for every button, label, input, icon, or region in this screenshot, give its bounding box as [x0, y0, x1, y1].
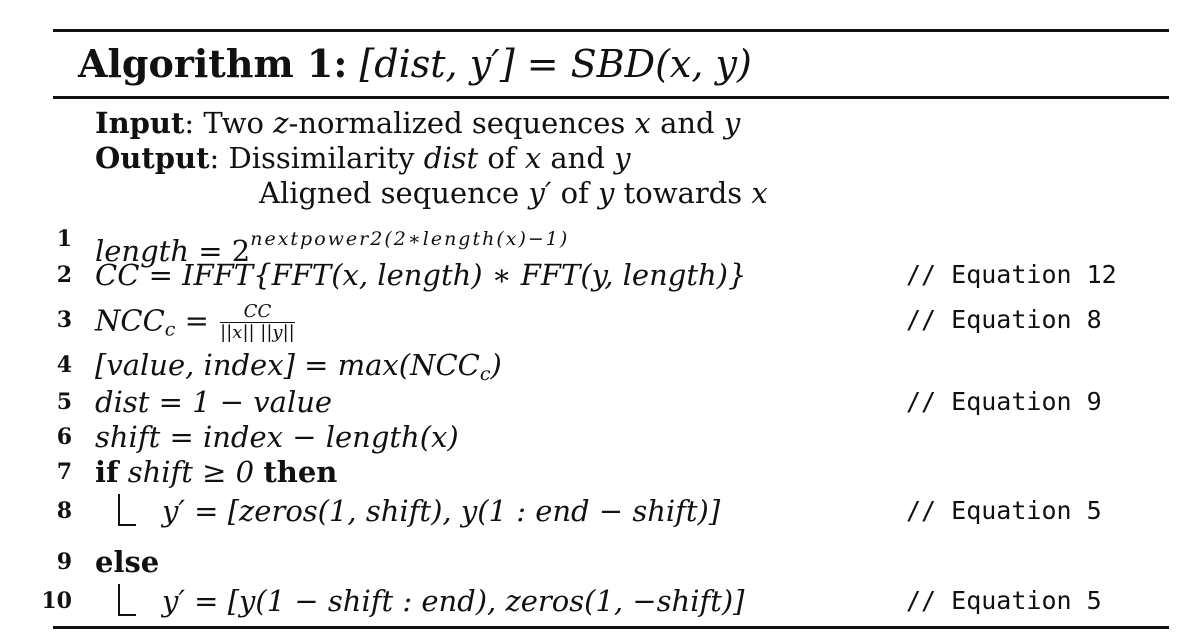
algo-line-9: else	[95, 545, 160, 579]
block-bracket	[118, 584, 136, 616]
output-line-2: Aligned sequence y′ of y towards x	[259, 176, 768, 210]
line-number: 6	[56, 424, 72, 450]
comment: // Equation 5	[906, 496, 1102, 525]
algo-line-4: [value, index] = max(NCCc)	[95, 348, 502, 385]
algo-line-5: dist = 1 − value	[95, 385, 333, 419]
algorithm-outputs: [dist, y′]	[359, 42, 515, 86]
comment: // Equation 5	[906, 586, 1102, 615]
top-rule	[53, 29, 1169, 32]
output-line: Output: Dissimilarity dist of x and y	[95, 141, 631, 175]
algo-line-10: y′ = [y(1 − shift : end), zeros(1, −shif…	[162, 584, 745, 618]
line-number: 10	[41, 588, 72, 614]
block-bracket	[118, 494, 136, 526]
line-number: 3	[56, 307, 72, 333]
input-line: Input: Two z-normalized sequences x and …	[95, 106, 741, 140]
bottom-rule	[53, 626, 1169, 629]
algorithm-label: Algorithm 1:	[78, 41, 348, 86]
line-number: 1	[56, 226, 72, 252]
algo-line-7: if shift ≥ 0 then	[95, 455, 338, 489]
comment: // Equation 9	[906, 387, 1102, 416]
algo-line-6: shift = index − length(x)	[95, 420, 459, 454]
comment: // Equation 8	[906, 305, 1102, 334]
algorithm-call: SBD(x, y)	[570, 42, 752, 86]
fraction: CC ||x|| ||y||	[220, 301, 295, 343]
header-rule	[53, 96, 1169, 99]
line-number: 2	[56, 262, 72, 288]
line-number: 5	[56, 389, 72, 415]
algo-line-3: NCCc = CC ||x|| ||y||	[95, 301, 295, 343]
algo-line-1: length = 2nextpower2(2∗length(x)−1)	[95, 228, 570, 268]
line-number: 4	[56, 352, 72, 378]
line-number: 9	[56, 549, 72, 575]
algorithm-title: Algorithm 1: [dist, y′] = SBD(x, y)	[78, 41, 752, 86]
algo-line-2: CC = IFFT{FFT(x, length) ∗ FFT(y, length…	[95, 258, 747, 292]
comment: // Equation 12	[906, 260, 1117, 289]
algo-line-8: y′ = [zeros(1, shift), y(1 : end − shift…	[162, 494, 721, 528]
line-number: 8	[56, 498, 72, 524]
line-number: 7	[56, 459, 72, 485]
